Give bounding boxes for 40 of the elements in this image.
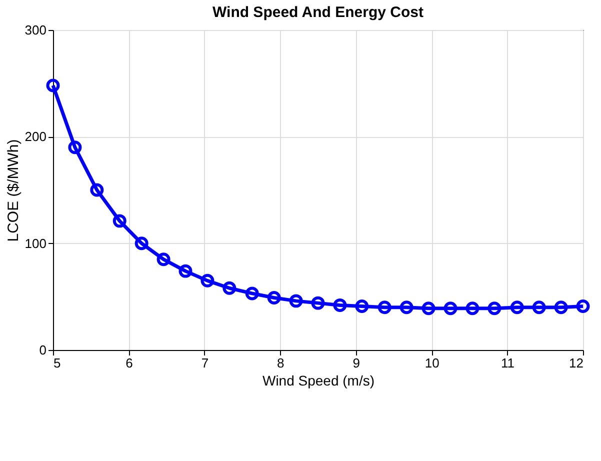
point bbox=[178, 264, 192, 278]
point bbox=[466, 302, 480, 316]
point bbox=[333, 298, 347, 312]
y-tick-label: 0 bbox=[39, 342, 46, 358]
point bbox=[90, 183, 104, 197]
point bbox=[289, 294, 303, 308]
point bbox=[400, 300, 414, 314]
y-tick-label: 300 bbox=[24, 22, 46, 38]
point bbox=[112, 214, 126, 228]
point bbox=[510, 300, 524, 314]
y-axis-title: LCOE ($/MWh) bbox=[4, 139, 22, 242]
y-tick-label: 200 bbox=[24, 129, 46, 144]
x-tick-label: 6 bbox=[126, 356, 133, 370]
x-tick-label: 11 bbox=[501, 356, 515, 370]
point bbox=[222, 281, 236, 295]
point bbox=[444, 302, 458, 316]
point bbox=[488, 302, 502, 316]
point bbox=[532, 300, 546, 314]
point bbox=[245, 286, 259, 300]
point bbox=[378, 300, 392, 314]
point bbox=[422, 302, 436, 316]
point bbox=[200, 274, 214, 288]
x-tick-label: 10 bbox=[424, 356, 440, 370]
x-axis-title: Wind Speed (m/s) bbox=[262, 372, 375, 388]
point bbox=[134, 236, 148, 250]
x-tick-label: 8 bbox=[277, 356, 284, 370]
point bbox=[156, 252, 170, 266]
point bbox=[311, 296, 325, 310]
point bbox=[68, 140, 82, 154]
x-tick-label: 12 bbox=[569, 356, 584, 370]
point bbox=[554, 300, 568, 314]
chart-title: Wind Speed And Energy Cost bbox=[212, 4, 424, 21]
point bbox=[46, 78, 60, 92]
point bbox=[355, 300, 369, 313]
y-tick-label: 100 bbox=[24, 236, 46, 251]
point bbox=[267, 291, 281, 304]
x-tick-label: 9 bbox=[352, 356, 360, 370]
point bbox=[576, 300, 590, 313]
x-tick-label: 7 bbox=[201, 356, 209, 370]
x-tick-label: 5 bbox=[54, 356, 61, 370]
